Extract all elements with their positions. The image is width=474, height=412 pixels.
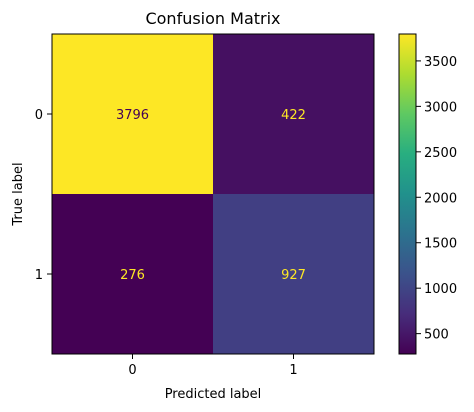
heatmap-cell-labels: 3796 422 276 927 xyxy=(116,108,306,283)
colorbar-ticks: 500 1000 1500 2000 2500 3000 3500 xyxy=(416,55,457,343)
colorbar-tick-label: 2000 xyxy=(424,191,457,206)
plot-frame xyxy=(51,33,375,355)
chart-title: Confusion Matrix xyxy=(145,9,280,28)
cell-value-label: 276 xyxy=(120,268,145,283)
colorbar xyxy=(398,33,417,355)
x-axis-label: Predicted label xyxy=(165,387,262,402)
x-tick-label: 0 xyxy=(128,363,136,378)
heatmap-cell xyxy=(52,34,213,194)
colorbar-tick-label: 3500 xyxy=(424,55,457,70)
y-axis-label: True label xyxy=(11,162,26,226)
heatmap-cells xyxy=(52,34,374,354)
heatmap-cell xyxy=(213,194,374,354)
cell-value-label: 927 xyxy=(281,268,306,283)
colorbar-tick-label: 3000 xyxy=(424,100,457,115)
y-tick-label: 1 xyxy=(35,268,43,283)
heatmap-cell xyxy=(52,194,213,354)
x-tick-label: 1 xyxy=(289,363,297,378)
heatmap-cell xyxy=(213,34,374,194)
colorbar-tick-label: 2500 xyxy=(424,146,457,161)
y-axis: 01 xyxy=(35,108,52,283)
y-tick-label: 0 xyxy=(35,108,43,123)
colorbar-tick-label: 500 xyxy=(424,328,449,343)
colorbar-tick-label: 1500 xyxy=(424,237,457,252)
cell-value-label: 422 xyxy=(281,108,306,123)
colorbar-tick-label: 1000 xyxy=(424,282,457,297)
cell-value-label: 3796 xyxy=(116,108,149,123)
